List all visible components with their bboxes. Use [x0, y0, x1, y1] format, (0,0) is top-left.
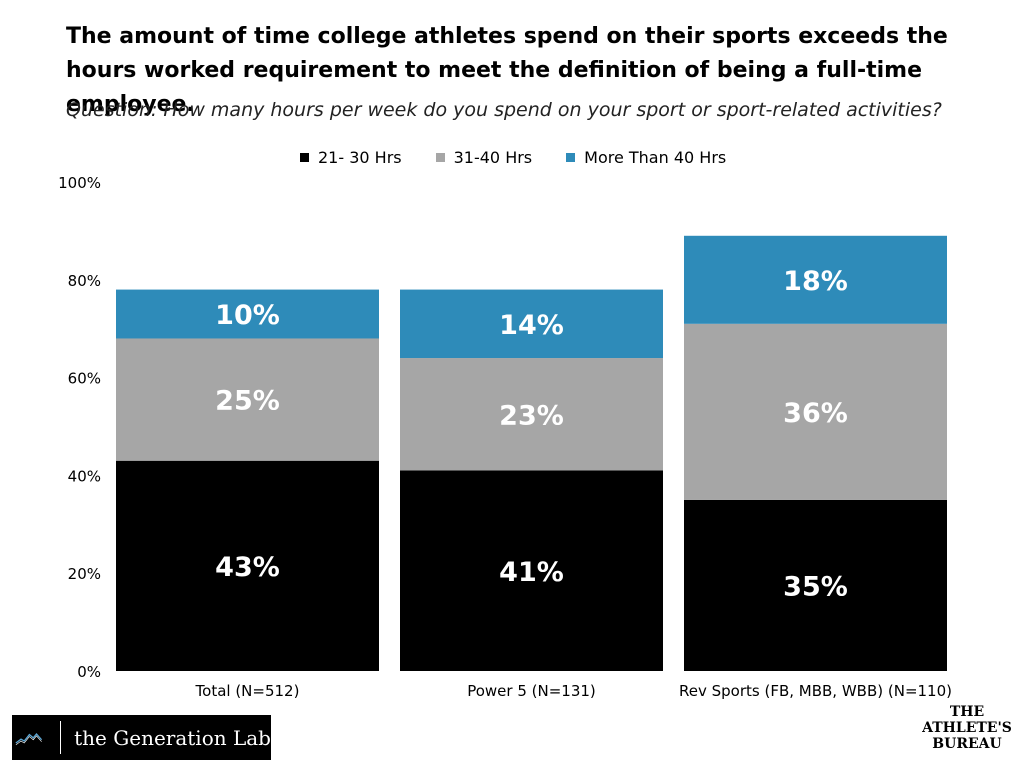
bar-segment [684, 323, 947, 500]
athletes-bureau-logo-line-2: ATHLETE'S [922, 720, 1012, 736]
chart-title: The amount of time college athletes spen… [66, 24, 948, 117]
chart-subtitle: Question: How many hours per week do you… [66, 99, 942, 121]
bar-value-label: 35% [783, 571, 848, 602]
y-tick-label: 0% [77, 663, 101, 681]
legend-swatch-21-30 [300, 152, 309, 162]
bar-segment [684, 235, 947, 324]
stacked-bar-chart: 0% 20% 40% 60% 80% 100% 43% 25% 10% Total (N=512)… [58, 174, 952, 700]
y-tick-label: 40% [68, 467, 101, 485]
bar-value-label: 43% [215, 552, 280, 583]
bar-value-label: 41% [499, 557, 564, 588]
athletes-bureau-logo: THE ATHLETE'S BUREAU [915, 704, 1019, 752]
x-category-label: Power 5 (N=131) [467, 682, 596, 700]
athletes-bureau-logo-line-1: THE [949, 704, 985, 720]
generation-lab-logo-text: the Generation Lab [74, 725, 271, 750]
athletes-bureau-logo-line-3: BUREAU [932, 736, 1002, 752]
mountain-logo-icon [15, 732, 43, 746]
y-tick-label: 20% [68, 565, 101, 583]
bar-segment [400, 289, 663, 359]
legend-swatch-40-plus [566, 152, 576, 162]
legend-swatch-31-40 [435, 152, 445, 162]
bar-segment [400, 358, 663, 471]
bar-value-label: 18% [783, 266, 848, 297]
logo-divider [59, 721, 61, 754]
legend-label-21-30: 21- 30 Hrs [318, 147, 402, 167]
x-category-label: Total (N=512) [195, 682, 300, 700]
y-tick-label: 80% [68, 272, 101, 290]
legend-item-40-plus: More Than 40 Hrs [566, 148, 726, 167]
bar-segment [400, 470, 663, 671]
bar-value-label: 25% [215, 386, 280, 417]
legend-label-40-plus: More Than 40 Hrs [584, 147, 727, 167]
bar-value-label: 36% [783, 398, 848, 429]
bar-value-label: 14% [499, 310, 564, 341]
bar-segment [684, 499, 947, 671]
bar-value-label: 23% [499, 400, 564, 431]
legend-item-31-40: 31-40 Hrs [435, 147, 533, 167]
bar-segment [116, 338, 379, 461]
bar-segment [116, 289, 379, 339]
legend-item-21-30: 21- 30 Hrs [300, 148, 402, 167]
y-tick-label: 100% [58, 174, 101, 192]
generation-lab-logo: the Generation Lab [12, 715, 271, 760]
bar-value-label: 10% [215, 300, 280, 331]
legend-label-31-40: 31-40 Hrs [453, 147, 533, 167]
bar-segment [116, 460, 379, 671]
y-tick-label: 60% [68, 370, 101, 388]
chart-legend: 21- 30 Hrs 31-40 Hrs More Than 40 Hrs [300, 146, 726, 168]
x-category-label: Rev Sports (FB, MBB, WBB) (N=110) [679, 682, 952, 700]
